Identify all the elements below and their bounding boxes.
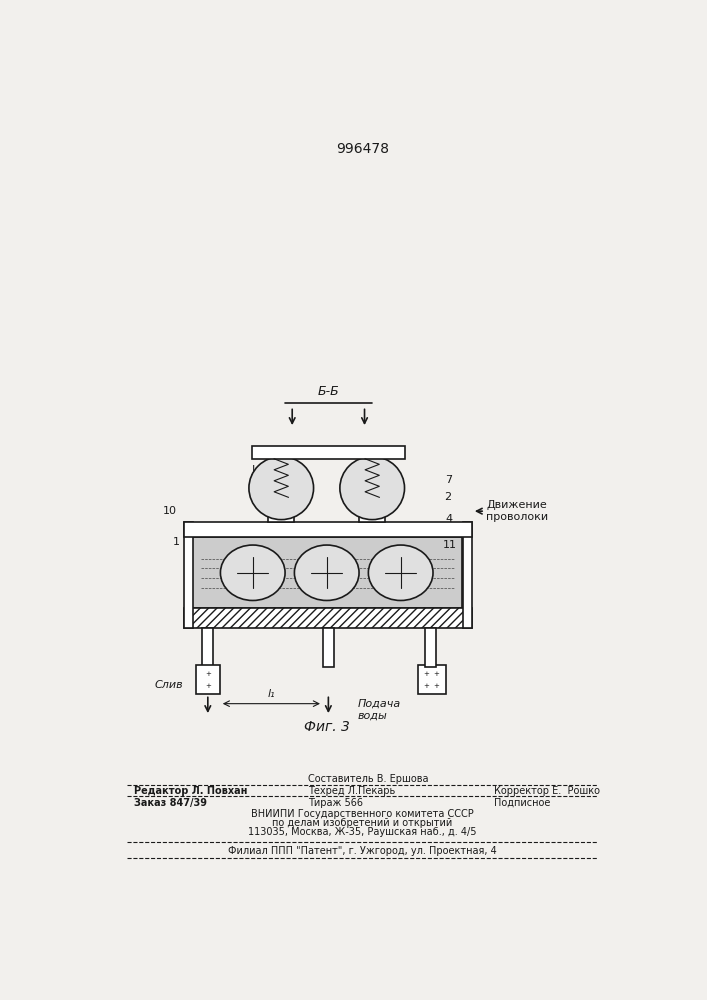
Text: J: J — [251, 465, 255, 475]
Bar — [268, 497, 294, 522]
Text: Техред Л.Пекарь: Техред Л.Пекарь — [308, 786, 395, 796]
Bar — [323, 628, 334, 667]
Text: 1: 1 — [173, 537, 180, 547]
Text: 2: 2 — [444, 492, 451, 502]
Text: Филиал ППП "Патент", г. Ужгород, ул. Проектная, 4: Филиал ППП "Патент", г. Ужгород, ул. Про… — [228, 846, 497, 856]
Bar — [185, 522, 193, 628]
Bar — [359, 497, 385, 522]
Text: 113035, Москва, Ж-35, Раушская наб., д. 4/5: 113035, Москва, Ж-35, Раушская наб., д. … — [248, 827, 477, 837]
Text: Движение
проволоки: Движение проволоки — [486, 500, 549, 522]
Bar — [185, 522, 472, 537]
Bar — [202, 628, 214, 667]
Bar — [463, 522, 472, 628]
Text: Подписное: Подписное — [494, 798, 550, 808]
Ellipse shape — [294, 545, 359, 600]
Text: Заказ 847/39: Заказ 847/39 — [134, 798, 207, 808]
Text: Составитель В. Ершова: Составитель В. Ершова — [308, 774, 428, 784]
Ellipse shape — [340, 456, 404, 520]
Text: 996478: 996478 — [336, 142, 389, 156]
Bar — [196, 665, 220, 694]
Bar — [185, 608, 472, 628]
Text: Тираж 566: Тираж 566 — [308, 798, 363, 808]
Text: +: + — [433, 683, 439, 689]
Text: Подача
воды: Подача воды — [358, 699, 401, 721]
Text: Б-Б: Б-Б — [317, 385, 339, 398]
Ellipse shape — [368, 545, 433, 600]
Text: +: + — [433, 671, 439, 677]
Text: +: + — [205, 683, 211, 689]
Bar — [252, 446, 405, 459]
Text: Корректор Е.  Рошко: Корректор Е. Рошко — [494, 786, 600, 796]
Text: Слив: Слив — [154, 680, 182, 690]
Text: Редактор Л. Повхан: Редактор Л. Повхан — [134, 786, 247, 796]
Text: +: + — [423, 683, 429, 689]
Text: по делам изобретений и открытий: по делам изобретений и открытий — [272, 818, 452, 828]
Bar — [425, 628, 436, 667]
Text: +: + — [205, 671, 211, 677]
Text: ВНИИПИ Государственного комитета СССР: ВНИИПИ Государственного комитета СССР — [251, 809, 474, 819]
Ellipse shape — [249, 456, 314, 520]
Text: 10: 10 — [163, 506, 177, 516]
Text: 7: 7 — [445, 475, 452, 485]
Text: 11: 11 — [443, 540, 457, 550]
Text: 4: 4 — [445, 514, 452, 524]
Text: Фиг. 3: Фиг. 3 — [304, 720, 350, 734]
Bar — [192, 537, 462, 608]
Ellipse shape — [221, 545, 285, 600]
Bar — [419, 665, 445, 694]
Text: +: + — [423, 671, 429, 677]
Text: l₁: l₁ — [267, 689, 275, 699]
